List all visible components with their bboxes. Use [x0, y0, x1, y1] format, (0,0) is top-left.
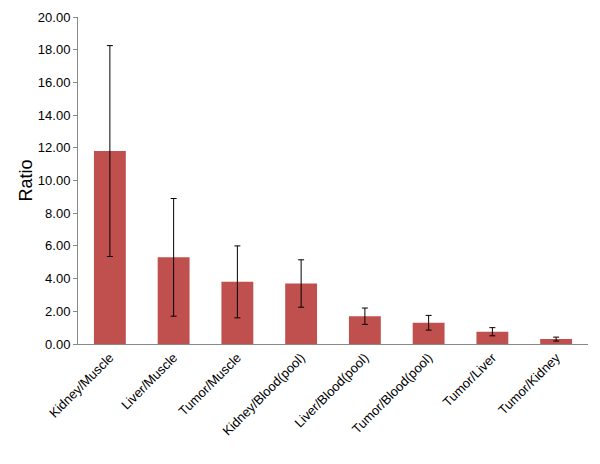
svg-text:18.00: 18.00	[38, 42, 71, 57]
svg-text:6.00: 6.00	[45, 238, 70, 253]
svg-text:Ratio: Ratio	[16, 159, 36, 201]
svg-text:4.00: 4.00	[45, 271, 70, 286]
svg-text:Kidney/Blood(pool): Kidney/Blood(pool)	[220, 350, 308, 438]
svg-text:Tumor/Liver: Tumor/Liver	[440, 350, 500, 410]
svg-text:14.00: 14.00	[38, 108, 71, 123]
svg-text:12.00: 12.00	[38, 140, 71, 155]
svg-text:8.00: 8.00	[45, 206, 70, 221]
svg-text:Liver/Blood(pool): Liver/Blood(pool)	[291, 350, 371, 430]
svg-text:Liver/Muscle: Liver/Muscle	[118, 350, 180, 412]
svg-text:0.00: 0.00	[45, 337, 70, 352]
svg-text:2.00: 2.00	[45, 304, 70, 319]
svg-text:Tumor/Muscle: Tumor/Muscle	[176, 350, 245, 419]
svg-text:20.00: 20.00	[38, 10, 71, 25]
svg-text:Tumor/Blood(pool): Tumor/Blood(pool)	[349, 350, 435, 436]
svg-text:Kidney/Muscle: Kidney/Muscle	[46, 350, 116, 420]
svg-text:16.00: 16.00	[38, 75, 71, 90]
svg-text:10.00: 10.00	[38, 173, 71, 188]
svg-text:Tumor/Kidney: Tumor/Kidney	[495, 350, 563, 418]
